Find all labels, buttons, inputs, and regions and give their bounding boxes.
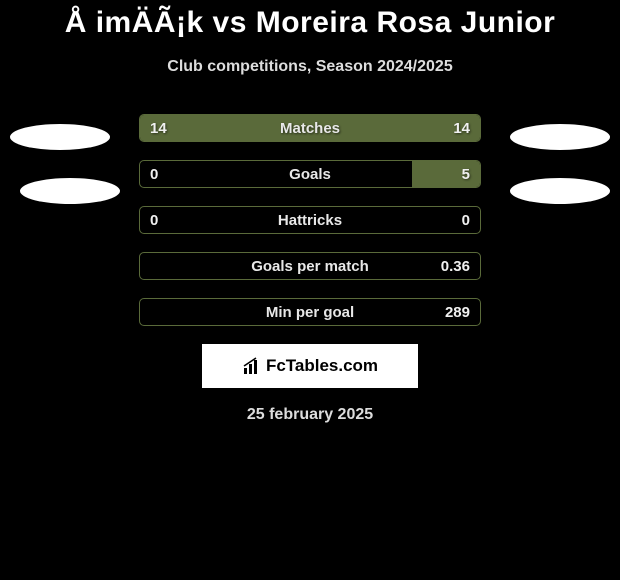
- stat-row: 1414Matches: [139, 114, 481, 142]
- stat-row: 0.36Goals per match: [139, 252, 481, 280]
- stat-label: Goals per match: [140, 253, 480, 279]
- player-right-marker-1: [510, 124, 610, 150]
- stat-label: Goals: [140, 161, 480, 187]
- stat-row: 00Hattricks: [139, 206, 481, 234]
- footer-date: 25 february 2025: [0, 406, 620, 424]
- footer-site-text: FcTables.com: [266, 356, 378, 376]
- stat-label: Hattricks: [140, 207, 480, 233]
- player-left-marker-2: [20, 178, 120, 204]
- stat-label: Min per goal: [140, 299, 480, 325]
- player-left-marker-1: [10, 124, 110, 150]
- footer-logo: FcTables.com: [242, 356, 378, 376]
- page-title: Å imÄÃ¡k vs Moreira Rosa Junior: [0, 6, 620, 40]
- subtitle: Club competitions, Season 2024/2025: [0, 58, 620, 76]
- stat-label: Matches: [140, 115, 480, 141]
- chart-icon: [242, 356, 262, 376]
- footer-panel: FcTables.com: [202, 344, 418, 388]
- stat-row: 289Min per goal: [139, 298, 481, 326]
- player-right-marker-2: [510, 178, 610, 204]
- stat-row: 05Goals: [139, 160, 481, 188]
